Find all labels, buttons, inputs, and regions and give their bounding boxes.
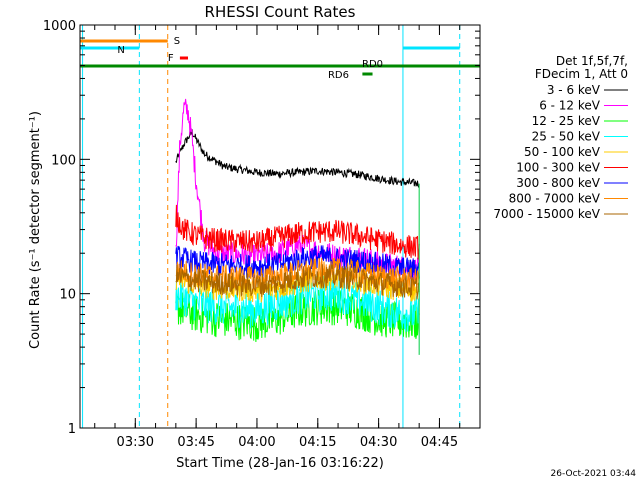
status-bar-label-1: N — [117, 45, 124, 56]
series-line-8 — [175, 264, 420, 300]
legend-label-3: 25 - 50 keV — [532, 130, 601, 144]
legend-label-2: 12 - 25 keV — [532, 114, 601, 128]
plot-frame — [79, 24, 481, 429]
x-tick-label-4: 04:30 — [360, 435, 397, 450]
legend-label-0: 3 - 6 keV — [547, 83, 601, 97]
footer-timestamp: 26-Oct-2021 03:44 — [551, 469, 637, 479]
legend-label-8: 7000 - 15000 keV — [493, 207, 600, 221]
legend-label-7: 800 - 7000 keV — [509, 192, 601, 206]
status-bar-label-5: RD6 — [328, 70, 349, 81]
x-tick-label-0: 03:30 — [117, 435, 154, 450]
legend-label-5: 100 - 300 keV — [516, 161, 600, 175]
status-bar-label-4: RD0 — [362, 59, 383, 70]
legend: Det 1f,5f,7f, FDecim 1, Att 0 3 - 6 keV 6… — [493, 54, 628, 221]
x-tick-label-5: 04:45 — [421, 435, 458, 450]
series-line-5 — [175, 204, 420, 260]
axes: 1 10 100 1000 03:30 03:45 04:00 04:15 04:30 04:45 — [43, 19, 481, 450]
x-tick-label-2: 04:00 — [238, 435, 275, 450]
x-axis-label: Start Time (28-Jan-16 03:16:22) — [176, 456, 384, 471]
legend-label-1: 6 - 12 keV — [539, 99, 601, 113]
y-tick-label-2: 100 — [51, 153, 76, 168]
y-tick-label-1: 10 — [59, 288, 76, 303]
legend-label-4: 50 - 100 keV — [524, 145, 601, 159]
y-tick-label-3: 1000 — [43, 19, 76, 34]
legend-header-line-2: FDecim 1, Att 0 — [535, 67, 628, 81]
chart-title: RHESSI Count Rates — [205, 3, 356, 21]
plot-area: S N F RD0 RD6 — [80, 25, 480, 428]
y-axis-label: Count Rate (s⁻¹ detector segment⁻¹) — [28, 111, 43, 349]
x-tick-label-3: 04:15 — [299, 435, 336, 450]
series-line-3 — [175, 276, 420, 332]
x-tick-label-1: 03:45 — [177, 435, 214, 450]
status-bar-label-0: S — [174, 36, 180, 47]
series-line-0 — [175, 129, 420, 188]
y-tick-label-0: 1 — [68, 422, 76, 437]
legend-label-6: 300 - 800 keV — [516, 176, 600, 190]
status-bar-label-3: F — [168, 53, 174, 64]
legend-header-line-1: Det 1f,5f,7f, — [556, 54, 628, 68]
